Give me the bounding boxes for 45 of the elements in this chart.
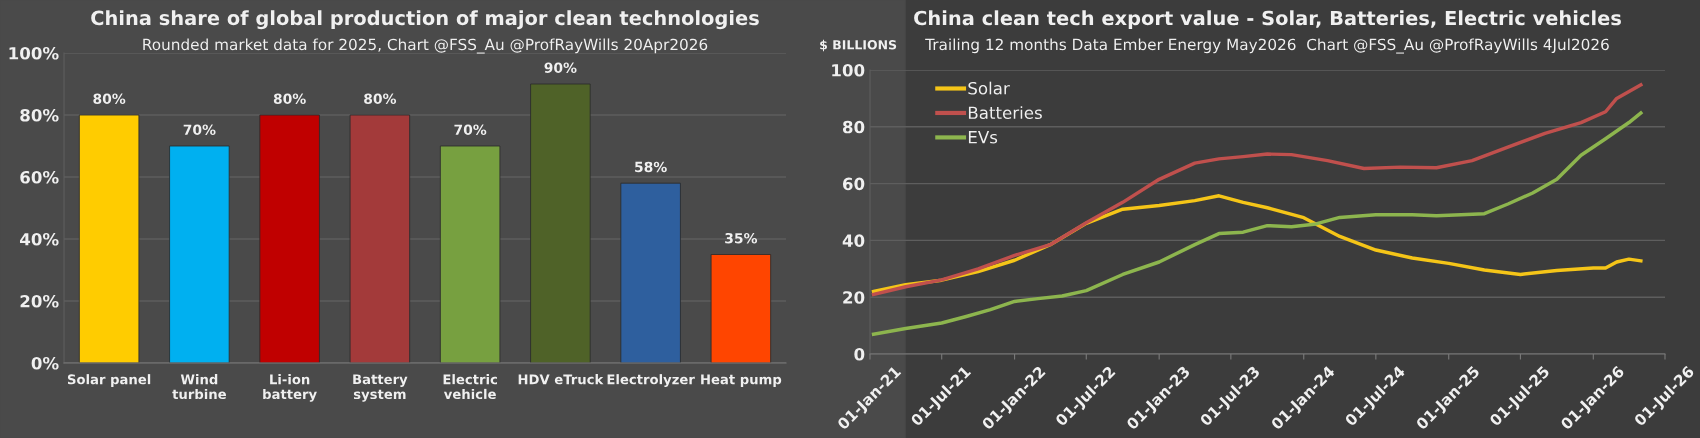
x-tick-label: Heat pump xyxy=(701,374,782,387)
legend-label: EVs xyxy=(968,131,998,144)
y-tick-label: 0 xyxy=(854,347,865,361)
y-tick-label: 20 xyxy=(843,291,865,304)
y-tick-label: 80% xyxy=(20,108,59,122)
bar xyxy=(259,114,320,363)
chart-title: China clean tech export value - Solar, Batteries, Electric vehicles xyxy=(914,10,1621,30)
x-tick-label: Electric vehicle xyxy=(443,374,497,400)
data-label: 80% xyxy=(273,93,306,104)
data-label: 80% xyxy=(93,93,126,104)
bar xyxy=(710,254,772,363)
data-label: 80% xyxy=(364,93,397,104)
bar xyxy=(78,114,140,363)
bar xyxy=(439,145,501,363)
chart-title: China share of global production of major clean technologies xyxy=(91,10,759,30)
bar xyxy=(349,114,411,363)
y-tick-label: 80 xyxy=(842,120,865,134)
x-tick-label: Electrolyzer xyxy=(607,374,695,387)
data-label: 70% xyxy=(183,124,216,135)
y-axis-title: $ BILLIONS xyxy=(820,39,897,52)
y-tick-label: 0% xyxy=(31,356,59,370)
data-label: 35% xyxy=(725,232,758,244)
data-label: 90% xyxy=(544,62,577,73)
bar xyxy=(169,145,230,363)
y-tick-label: 100% xyxy=(9,46,59,60)
line-series xyxy=(871,83,1643,297)
chart-subtitle: Trailing 12 months Data Ember Energy May2026 Chart @FSS_Au @ProfRayWills 4Jul2026 xyxy=(925,38,1609,54)
bar xyxy=(620,182,681,363)
data-label: 58% xyxy=(635,161,667,173)
legend-label: Batteries xyxy=(968,106,1042,120)
y-tick-label: 20% xyxy=(20,294,59,308)
y-tick-label: 100 xyxy=(832,63,865,77)
x-tick-label: Li-ion battery xyxy=(263,374,317,402)
y-tick-label: 40 xyxy=(842,234,865,247)
x-tick-label: Solar panel xyxy=(67,374,151,387)
bar xyxy=(530,83,591,363)
x-tick-label: Wind turbine xyxy=(172,374,226,400)
x-tick-label: HDV eTruck xyxy=(518,374,604,385)
chart-subtitle: Rounded market data for 2025, Chart @FSS_Au @ProfRayWills 20Apr2026 xyxy=(143,38,708,54)
x-tick-label: Battery system xyxy=(353,374,408,402)
y-tick-label: 60 xyxy=(842,177,865,191)
y-tick-label: 60% xyxy=(20,170,59,184)
legend-label: Solar xyxy=(968,81,1010,95)
data-label: 70% xyxy=(454,124,487,135)
y-tick-label: 40% xyxy=(20,232,59,246)
